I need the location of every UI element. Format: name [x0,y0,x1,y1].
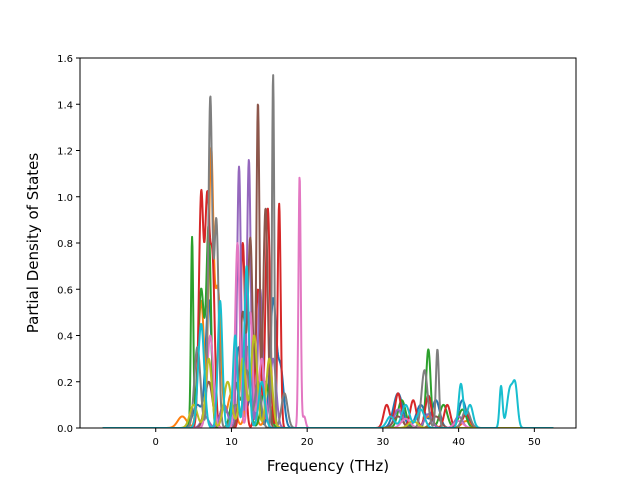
y-tick-label: 0.6 [57,285,73,296]
y-tick-label: 1.6 [57,54,73,65]
x-tick-label: 20 [301,437,314,448]
x-tick-label: 10 [225,437,238,448]
series-line-10 [102,265,554,428]
y-tick-label: 0.0 [57,424,73,435]
x-tick-label: 40 [452,437,465,448]
y-tick-label: 1.2 [57,147,73,158]
x-tick-label: 0 [153,437,159,448]
y-tick-label: 0.4 [57,332,73,343]
x-tick-label: 30 [377,437,390,448]
y-axis-label: Partial Density of States [24,153,42,334]
y-tick-label: 1.0 [57,193,73,204]
x-tick-label: 50 [528,437,541,448]
y-tick-label: 0.8 [57,239,73,250]
y-tick-label: 1.4 [57,100,73,111]
y-tick-label: 0.2 [57,378,73,389]
x-axis-ticks: 0 10 20 30 40 50 [153,428,541,448]
y-axis-ticks: 0.0 0.2 0.4 0.6 0.8 1.0 1.2 1.4 1.6 [57,54,80,435]
x-axis-label: Frequency (THz) [267,457,389,475]
plot-area-background [80,58,576,428]
